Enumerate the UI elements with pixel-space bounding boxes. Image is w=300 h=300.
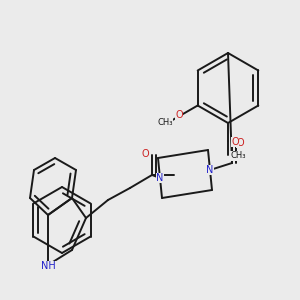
Text: CH₃: CH₃ xyxy=(157,118,173,127)
Text: NH: NH xyxy=(40,261,56,271)
Text: N: N xyxy=(156,173,164,183)
Text: O: O xyxy=(236,138,244,148)
Text: CH₃: CH₃ xyxy=(230,152,246,160)
Text: O: O xyxy=(175,110,183,121)
Text: O: O xyxy=(231,137,239,147)
Text: O: O xyxy=(141,149,149,159)
Text: N: N xyxy=(206,165,214,175)
